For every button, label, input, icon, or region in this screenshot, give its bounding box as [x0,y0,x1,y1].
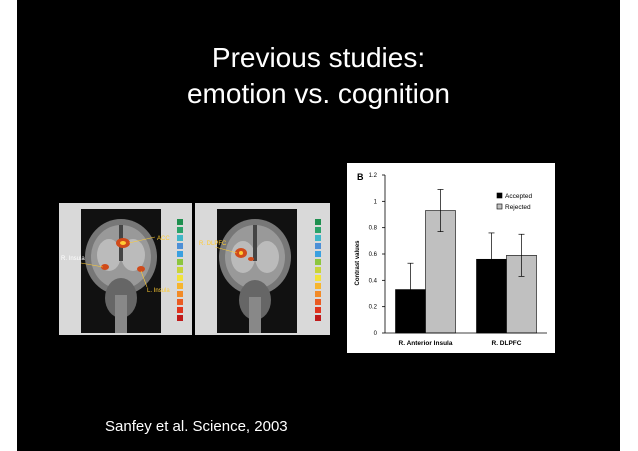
label-r-insula: R. Insula [61,256,85,262]
brain-image-right: R. DLPFC [195,203,330,335]
title-line-1: Previous studies: [211,42,426,73]
legend-swatch [496,192,503,199]
x-category-label: R. Anterior Insula [399,340,453,347]
y-tick-label: 1 [374,199,378,205]
y-tick-label: 1.2 [369,173,378,179]
slide-title: Previous studies: emotion vs. cognition [17,40,620,112]
y-axis-label: Contrast values [355,240,361,286]
label-l-insula: L. Insula [147,288,170,294]
x-category-label: R. DLPFC [492,340,522,347]
legend-swatch [496,203,503,210]
title-line-2: emotion vs. cognition [186,78,451,109]
y-tick-label: 0 [374,331,378,337]
panel-label: B [357,172,364,182]
legend-label: Rejected [505,204,531,211]
y-tick-label: 0.6 [369,252,378,258]
slide: Previous studies: emotion vs. cognition [17,0,620,451]
y-tick-label: 0.2 [369,305,378,311]
label-acc: ACC [157,236,170,242]
label-r-dlpfc: R. DLPFC [199,241,227,247]
citation: Sanfey et al. Science, 2003 [105,418,288,435]
legend-label: Accepted [505,193,532,200]
brain-image-left: ACC R. Insula L. Insula [59,203,192,335]
y-tick-label: 0.4 [369,278,378,284]
bar-chart: B Contrast values 0 0.2 0.4 0.6 0.8 1 1.2 R. A… [347,163,555,353]
y-tick-label: 0.8 [369,226,378,232]
